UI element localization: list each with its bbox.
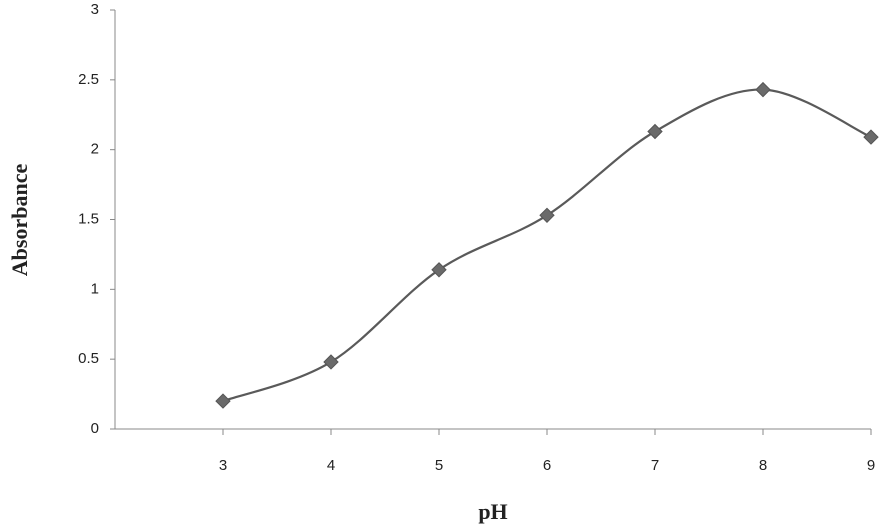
marker (647, 123, 663, 140)
x-tick-label: 7 (651, 457, 659, 474)
marker (539, 207, 555, 224)
marker (431, 262, 447, 278)
y-tick-label: 2.5 (78, 71, 99, 88)
y-tick-label: 3 (91, 1, 99, 18)
y-tick-label: 0 (91, 420, 99, 437)
x-axis-title: pH (478, 499, 507, 524)
y-tick-label: 2 (91, 141, 99, 158)
x-tick-label: 9 (867, 457, 875, 474)
marker (215, 393, 231, 409)
y-tick-label: 1.5 (78, 210, 99, 227)
marker (863, 129, 879, 145)
marker (323, 354, 339, 370)
x-tick-label: 3 (219, 457, 227, 474)
y-axis-title: Absorbance (7, 164, 32, 277)
marker (755, 81, 771, 98)
y-tick-label: 0.5 (78, 350, 99, 367)
x-tick-label: 4 (327, 457, 335, 474)
x-tick-label: 6 (543, 457, 551, 474)
x-tick-label: 5 (435, 457, 443, 474)
line (222, 88, 872, 403)
x-tick-label: 8 (759, 457, 767, 474)
y-tick-label: 1 (91, 280, 99, 297)
